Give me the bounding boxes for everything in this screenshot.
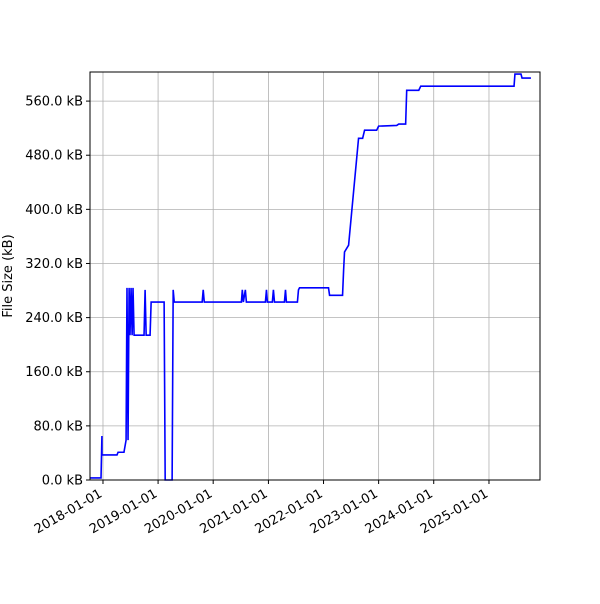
y-tick-label: 560.0 kB (25, 95, 83, 110)
plot-frame (89, 71, 541, 481)
y-tick-label: 240.0 kB (25, 311, 83, 326)
y-axis-label: File Size (kB) (1, 234, 16, 317)
y-tick-label: 0.0 kB (42, 474, 83, 489)
y-tick-label: 400.0 kB (25, 203, 83, 218)
y-tick-label: 480.0 kB (25, 149, 83, 164)
y-tick-label: 160.0 kB (25, 365, 83, 380)
y-tick-label: 80.0 kB (33, 419, 83, 434)
data-line (90, 73, 531, 481)
y-tick-label: 320.0 kB (25, 257, 83, 272)
